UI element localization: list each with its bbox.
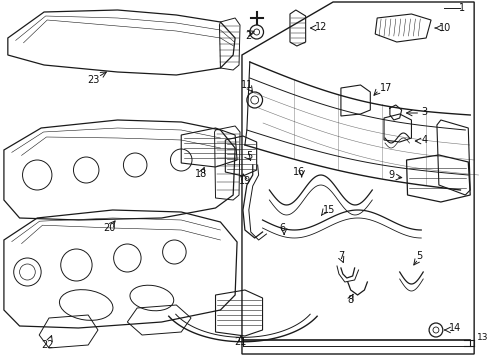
Text: 5: 5 — [415, 251, 422, 261]
Text: 17: 17 — [379, 83, 392, 93]
Text: 7: 7 — [337, 251, 344, 261]
Text: 21: 21 — [233, 337, 245, 347]
Text: 10: 10 — [438, 23, 450, 33]
Text: 13: 13 — [476, 333, 488, 342]
Text: 11: 11 — [240, 80, 252, 90]
Text: 3: 3 — [420, 107, 427, 117]
Text: 12: 12 — [315, 22, 327, 32]
Text: 22: 22 — [41, 340, 53, 350]
Text: 9: 9 — [388, 170, 394, 180]
Text: 6: 6 — [279, 223, 285, 233]
Text: 18: 18 — [194, 169, 206, 179]
Text: 2: 2 — [245, 31, 251, 41]
Text: 14: 14 — [448, 323, 460, 333]
Text: 15: 15 — [323, 205, 335, 215]
Text: 23: 23 — [87, 75, 99, 85]
Text: 1: 1 — [458, 3, 465, 13]
Text: 19: 19 — [238, 176, 250, 186]
Text: 4: 4 — [420, 135, 427, 145]
Text: 16: 16 — [292, 167, 305, 177]
Text: 20: 20 — [103, 223, 116, 233]
Text: 5: 5 — [245, 151, 251, 161]
Text: 8: 8 — [347, 295, 353, 305]
